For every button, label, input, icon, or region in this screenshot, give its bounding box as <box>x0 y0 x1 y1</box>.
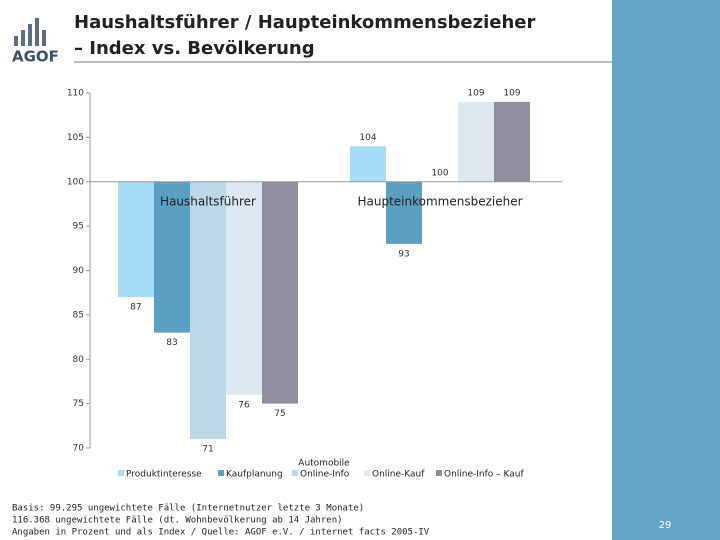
value-label: 93 <box>398 249 409 259</box>
page-number: 29 <box>659 520 672 531</box>
y-tick-label: 90 <box>73 266 85 276</box>
value-label: 109 <box>503 88 520 98</box>
footnote: Basis: 99.295 ungewichtete Fälle (Intern… <box>12 504 364 514</box>
legend-swatch <box>364 470 370 476</box>
value-label: 71 <box>202 445 213 455</box>
footnote: Angaben in Prozent und als Index / Quell… <box>12 528 430 538</box>
legend-label: Kaufplanung <box>226 470 283 480</box>
value-label: 109 <box>467 88 484 98</box>
value-label: 75 <box>274 409 285 419</box>
legend-label: Online-Info <box>300 470 350 480</box>
y-tick-label: 75 <box>73 399 84 409</box>
bar <box>190 181 226 440</box>
legend-swatch <box>118 470 124 476</box>
chart-title: – Index vs. Bevölkerung <box>74 38 315 59</box>
bar <box>386 181 422 244</box>
logo-text: AGOF <box>12 48 59 66</box>
legend-label: Produktinteresse <box>126 470 202 480</box>
bar <box>458 101 494 182</box>
legend-swatch <box>292 470 298 476</box>
y-tick-label: 105 <box>67 133 84 143</box>
bar <box>226 181 262 395</box>
side-band <box>612 0 720 540</box>
bar <box>154 181 190 333</box>
category-label: Haupteinkommensbezieher <box>357 195 522 209</box>
legend-label: Online-Info – Kauf <box>444 470 524 480</box>
y-tick-label: 85 <box>73 310 84 320</box>
chart-title: Haushaltsführer / Haupteinkommensbeziehe… <box>74 12 535 33</box>
y-tick-label: 95 <box>73 222 84 232</box>
value-label: 76 <box>238 400 250 410</box>
value-label: 83 <box>166 338 177 348</box>
y-tick-label: 80 <box>73 355 85 365</box>
legend-swatch <box>436 470 442 476</box>
legend-title: Automobile <box>298 459 350 469</box>
y-tick-label: 100 <box>67 177 84 187</box>
legend-swatch <box>218 470 224 476</box>
value-label: 100 <box>431 168 448 178</box>
category-label: Haushaltsführer <box>160 195 256 209</box>
bar <box>494 101 530 182</box>
bar <box>262 181 298 404</box>
y-tick-label: 70 <box>73 444 85 454</box>
bar <box>118 181 154 298</box>
value-label: 104 <box>359 133 376 143</box>
logo-icon <box>14 18 46 46</box>
legend-label: Online-Kauf <box>372 470 425 480</box>
bar <box>350 146 386 182</box>
value-label: 87 <box>130 303 141 313</box>
y-tick-label: 110 <box>67 89 84 99</box>
footnote: 116.368 ungewichtete Fälle (dt. Wohnbevö… <box>12 516 343 526</box>
